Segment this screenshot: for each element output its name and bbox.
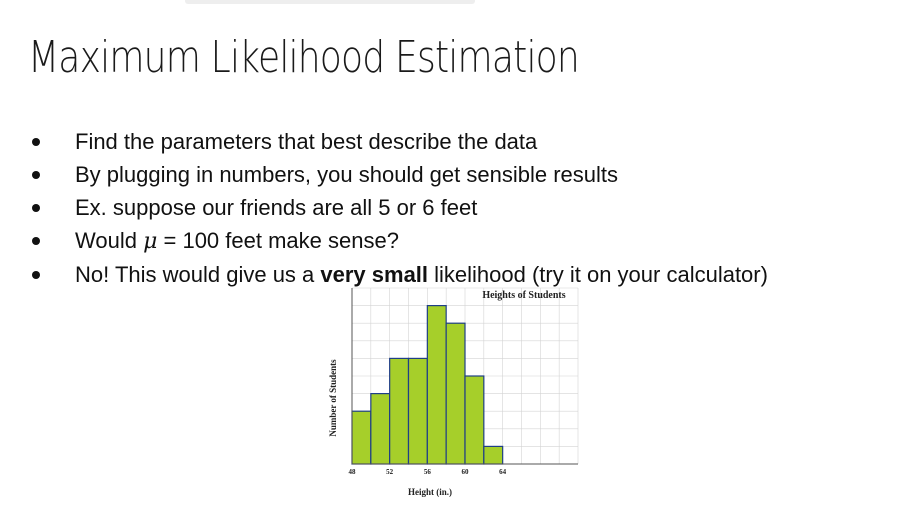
bullet-bold-text: very small [320,262,429,287]
bullet-text: Would [75,228,144,253]
bullet-list: Find the parameters that best describe t… [30,125,768,291]
histogram-bar [370,392,391,465]
x-tick-label: 48 [349,468,357,476]
histogram-bar [483,445,504,465]
x-tick-labels: 48 52 56 60 64 [349,468,507,476]
bullet-item: Would μ = 100 feet make sense? [30,224,768,258]
top-tab-strip [185,0,475,4]
slide-title: Maximum Likelihood Estimation [28,32,580,83]
bullet-item: By plugging in numbers, you should get s… [30,158,768,191]
bars [351,305,504,465]
bullet-text: likelihood (try it on your calculator) [428,262,768,287]
bullet-text: = 100 feet make sense? [157,228,399,253]
bullet-dot-icon [32,271,40,279]
histogram-bar [407,357,428,465]
chart-title: Heights of Students [482,290,565,301]
histogram-bar [426,305,447,465]
x-axis-label: Height (in.) [408,487,452,497]
bullet-item: Find the parameters that best describe t… [30,125,768,158]
bullet-text: By plugging in numbers, you should get s… [75,162,618,187]
x-tick-label: 64 [499,468,507,476]
histogram-chart: 48 52 56 60 64 Heights of Students Height (i… [328,287,579,497]
x-tick-label: 60 [462,468,470,476]
histogram-bar [389,357,410,465]
histogram-bar [351,410,372,465]
bullet-text: Ex. suppose our friends are all 5 or 6 f… [75,195,478,220]
bullet-dot-icon [32,138,40,146]
x-tick-label: 56 [424,468,432,476]
mu-symbol: μ [143,229,158,254]
bullet-item: Ex. suppose our friends are all 5 or 6 f… [30,191,768,224]
bullet-text: No! This would give us a [75,262,321,287]
x-tick-label: 52 [386,468,394,476]
histogram-bar [464,375,485,465]
bullet-text: Find the parameters that best describe t… [75,129,538,154]
y-axis-label: Number of Students [328,359,338,437]
histogram-figure: 48 52 56 60 64 Heights of Students Height (i… [320,283,590,501]
bullet-dot-icon [32,204,40,212]
histogram-bar [445,322,466,465]
bullet-dot-icon [32,237,40,245]
bullet-dot-icon [32,171,40,179]
bullet-item: No! This would give us a very small like… [30,258,768,291]
